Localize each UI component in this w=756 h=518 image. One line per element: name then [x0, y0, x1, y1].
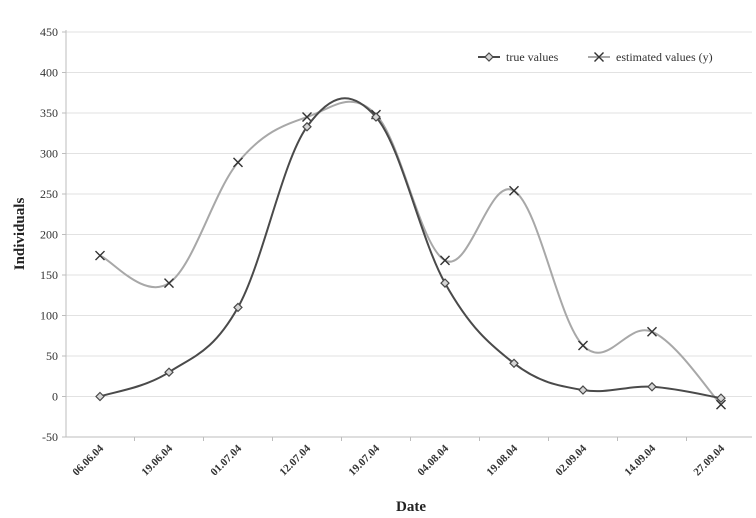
marker-stroke: [647, 326, 657, 337]
series: [95, 97, 726, 410]
data-point: [716, 393, 726, 403]
data-point: [716, 399, 726, 410]
data-point: [509, 185, 519, 196]
data-point: [578, 385, 588, 395]
data-point: [440, 278, 450, 288]
x-tick-label: 19.07.04: [346, 442, 382, 478]
axes: [65, 30, 752, 438]
marker-stroke: [440, 255, 450, 266]
data-point: [647, 381, 657, 392]
legend: true values estimated values (y): [478, 50, 713, 64]
y-tick-label: 200: [40, 228, 58, 242]
legend-marker: [484, 52, 494, 62]
x-tick-label: 06.06.04: [70, 442, 106, 478]
legend-marker: [594, 52, 604, 62]
y-axis-ticks: -50 0 50 100 150 200 250 300 350 400 450: [40, 25, 66, 444]
marker-stroke: [509, 185, 519, 196]
y-tick-label: 0: [52, 390, 58, 404]
data-point: [578, 340, 588, 351]
marker-stroke: [716, 399, 726, 410]
y-tick-label: 300: [40, 147, 58, 161]
marker-stroke: [302, 112, 312, 123]
data-point: [302, 121, 312, 132]
data-point: [509, 358, 519, 369]
y-tick-label: 250: [40, 187, 58, 201]
x-tick-label: 14.09.04: [622, 442, 658, 478]
y-axis-title: Individuals: [12, 198, 28, 271]
x-tick-label: 19.06.04: [139, 442, 175, 478]
x-tick-label: 02.09.04: [553, 442, 589, 478]
marker-stroke: [164, 278, 174, 289]
data-point: [440, 255, 450, 266]
data-point: [647, 326, 657, 337]
series-line: [99, 100, 722, 406]
data-point: [233, 157, 243, 168]
y-tick-label: -50: [42, 430, 58, 444]
y-tick-label: 400: [40, 66, 58, 80]
y-tick-label: 350: [40, 106, 58, 120]
series-line: [99, 97, 722, 400]
y-tick-label: 100: [40, 309, 58, 323]
x-axis-ticks: 06.06.04 19.06.04 01.07.04 12.07.04 19.07.04…: [70, 437, 727, 478]
data-point: [164, 278, 174, 289]
legend-label: true values: [506, 50, 559, 64]
y-tick-label: 450: [40, 25, 58, 39]
grid-lines: [66, 31, 752, 438]
series-estimated-values-y: [95, 100, 726, 410]
data-point: [95, 391, 105, 402]
data-point: [95, 250, 105, 261]
legend-item: true values: [478, 50, 559, 64]
y-tick-label: 150: [40, 268, 58, 282]
x-tick-label: 27.09.04: [691, 442, 727, 478]
x-axis-title: Date: [396, 499, 426, 515]
data-point: [371, 112, 381, 122]
marker-stroke: [578, 340, 588, 351]
legend-label: estimated values (y): [616, 50, 713, 64]
x-tick-label: 01.07.04: [208, 442, 244, 478]
data-point: [164, 367, 174, 378]
x-tick-label: 12.07.04: [277, 442, 313, 478]
data-point: [302, 112, 312, 123]
marker-stroke: [233, 157, 243, 168]
y-tick-label: 50: [46, 349, 58, 363]
marker-stroke: [95, 250, 105, 261]
marker-stroke: [594, 52, 604, 62]
x-tick-label: 04.08.04: [415, 442, 451, 478]
series-true-values: [95, 97, 726, 403]
legend-item: estimated values (y): [588, 50, 713, 64]
x-tick-label: 19.08.04: [484, 442, 520, 478]
data-point: [233, 302, 243, 313]
